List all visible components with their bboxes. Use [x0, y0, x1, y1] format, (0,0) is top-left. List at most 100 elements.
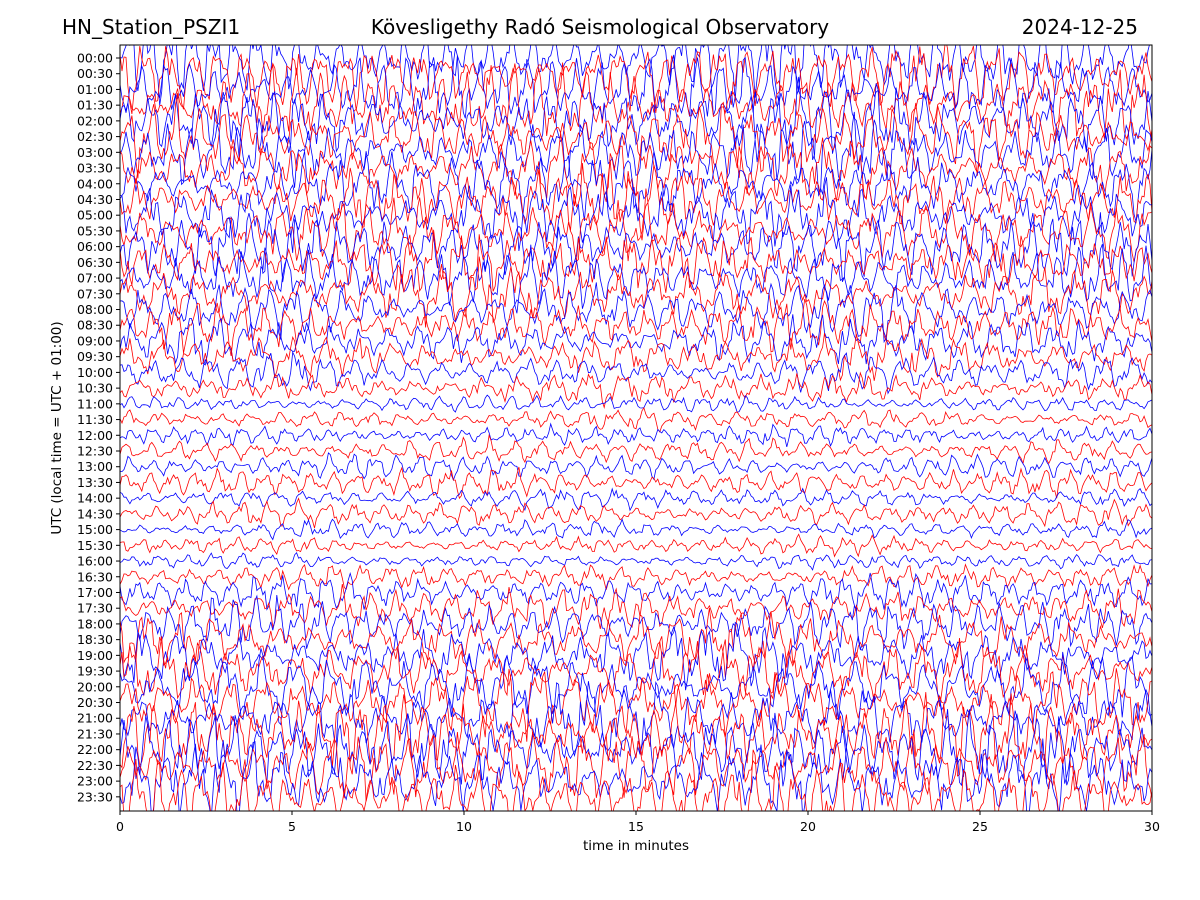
y-tick-label: 01:00: [77, 82, 113, 97]
y-tick-label: 18:30: [77, 632, 113, 647]
seismic-trace: [120, 533, 1152, 558]
y-tick-label: 20:30: [77, 695, 113, 710]
y-tick-label: 06:00: [77, 239, 113, 254]
chart-title: Kövesligethy Radó Seismological Observat…: [370, 15, 830, 39]
seismic-trace: [120, 314, 1152, 366]
seismic-trace: [120, 433, 1152, 465]
seismic-trace: [120, 243, 1152, 314]
y-tick-label: 04:00: [77, 176, 113, 191]
station-name: HN_Station_PSZI1: [62, 15, 241, 39]
y-tick-label: 23:30: [77, 789, 113, 804]
seismic-trace: [120, 282, 1152, 344]
seismic-trace: [120, 229, 1152, 293]
seismic-trace: [120, 256, 1152, 328]
seismic-trace: [120, 571, 1152, 613]
y-tick-label: 11:00: [77, 396, 113, 411]
y-tick-label: 15:00: [77, 522, 113, 537]
seismic-trace: [120, 749, 1152, 811]
x-tick-label: 25: [972, 819, 988, 834]
x-tick-label: 10: [456, 819, 472, 834]
y-tick-label: 00:00: [77, 51, 113, 66]
seismic-trace: [120, 497, 1152, 529]
y-tick-label: 06:30: [77, 255, 113, 270]
seismic-trace: [120, 563, 1152, 591]
seismic-trace: [120, 62, 1152, 141]
y-tick-label: 05:00: [77, 208, 113, 223]
y-tick-label: 01:30: [77, 98, 113, 113]
y-tick-label: 16:00: [77, 554, 113, 569]
seismic-trace: [120, 93, 1152, 179]
y-tick-label: 23:00: [77, 774, 113, 789]
y-tick-label: 22:30: [77, 758, 113, 773]
y-tick-label: 19:00: [77, 648, 113, 663]
x-axis-label: time in minutes: [583, 838, 689, 854]
y-tick-label: 02:30: [77, 129, 113, 144]
seismic-trace: [120, 149, 1152, 223]
y-tick-label: 17:30: [77, 601, 113, 616]
x-tick-label: 0: [116, 819, 124, 834]
y-tick-label: 03:30: [77, 161, 113, 176]
y-tick-label: 04:30: [77, 192, 113, 207]
trace-group: [120, 45, 1152, 811]
y-tick-label: 07:30: [77, 286, 113, 301]
seismic-trace: [120, 422, 1152, 448]
x-tick-label: 15: [628, 819, 644, 834]
x-tick-label: 5: [288, 819, 296, 834]
x-tick-label: 30: [1144, 819, 1160, 834]
y-tick-label: 22:00: [77, 742, 113, 757]
seismic-trace: [120, 394, 1152, 413]
seismic-trace: [120, 466, 1152, 500]
seismic-trace: [120, 212, 1152, 283]
y-tick-label: 17:00: [77, 585, 113, 600]
seismic-trace: [120, 159, 1152, 241]
y-tick-label: 20:00: [77, 679, 113, 694]
y-tick-label: 15:30: [77, 538, 113, 553]
y-tick-label: 12:00: [77, 428, 113, 443]
y-tick-label: 08:00: [77, 302, 113, 317]
seismic-trace: [120, 648, 1152, 726]
seismic-trace: [120, 406, 1152, 433]
seismic-trace: [120, 298, 1152, 356]
y-tick-label: 14:00: [77, 491, 113, 506]
y-axis-label: UTC (local time = UTC + 01:00): [49, 321, 65, 534]
seismic-trace: [120, 636, 1152, 707]
y-tick-label: 08:30: [77, 318, 113, 333]
seismic-trace: [120, 518, 1152, 541]
y-tick-label: 13:00: [77, 459, 113, 474]
chart-date: 2024-12-25: [1021, 15, 1138, 39]
y-tick-label: 16:30: [77, 569, 113, 584]
seismic-trace: [120, 668, 1152, 742]
y-tick-label: 00:30: [77, 66, 113, 81]
seismic-trace: [120, 487, 1152, 512]
seismic-trace: [120, 692, 1152, 777]
seismic-trace: [120, 738, 1152, 811]
y-tick-label: 21:00: [77, 711, 113, 726]
y-tick-label: 14:30: [77, 506, 113, 521]
seismic-trace: [120, 452, 1152, 482]
y-tick-label: 12:30: [77, 444, 113, 459]
x-axis: 0 5 10 15 20 25 30: [116, 811, 1160, 834]
y-tick-label: 03:00: [77, 145, 113, 160]
seismic-trace: [120, 76, 1152, 163]
y-tick-label: 05:30: [77, 223, 113, 238]
seismic-trace: [120, 371, 1152, 409]
seismic-trace: [120, 607, 1152, 678]
y-tick-label: 18:00: [77, 616, 113, 631]
seismic-trace: [120, 332, 1152, 382]
y-tick-label: 07:00: [77, 271, 113, 286]
y-tick-label: 19:30: [77, 664, 113, 679]
x-tick-label: 20: [800, 819, 816, 834]
seismic-trace: [120, 594, 1152, 651]
y-tick-label: 13:30: [77, 475, 113, 490]
y-tick-label: 02:00: [77, 113, 113, 128]
y-tick-label: 11:30: [77, 412, 113, 427]
seismic-trace: [120, 584, 1152, 629]
y-axis: 00:0000:3001:0001:3002:0002:3003:0003:30…: [77, 51, 120, 804]
y-tick-label: 09:00: [77, 333, 113, 348]
seismic-trace: [120, 731, 1152, 802]
y-tick-label: 21:30: [77, 726, 113, 741]
seismic-trace: [120, 197, 1152, 263]
y-tick-label: 10:00: [77, 365, 113, 380]
seismic-trace: [120, 680, 1152, 758]
